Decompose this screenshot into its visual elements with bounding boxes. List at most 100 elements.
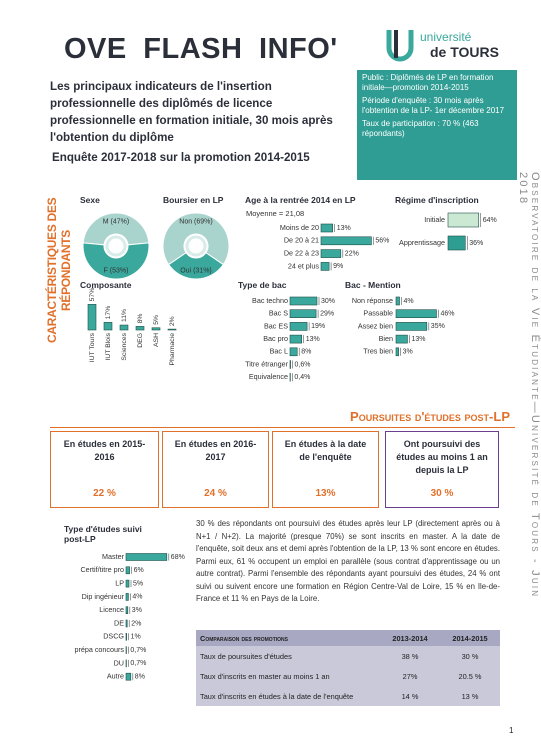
side-text: Observatoire de la Vie Étudiante—Univers… [517, 172, 541, 599]
donut-slice [168, 252, 224, 280]
category-label: Initiale [424, 215, 445, 224]
comparison-table: Comparaison des promotions 2013-2014 2014-… [196, 630, 500, 706]
data-label: 0,7% [130, 647, 146, 654]
bar [395, 334, 408, 344]
data-label: 56% [375, 238, 389, 245]
donut-slice [82, 242, 150, 280]
stat-value: 30 % [430, 488, 454, 499]
info-line: Public : Diplômés de LP en formation ini… [362, 73, 494, 92]
category-label: Titre étranger [245, 359, 288, 368]
data-label: 11% [121, 309, 128, 322]
bar [320, 236, 372, 246]
cell: Taux de poursuites d'études [196, 646, 380, 666]
category-label: Bac techno [252, 296, 288, 305]
category-label: DSCG [103, 632, 124, 641]
bar [125, 632, 127, 641]
bar [447, 212, 480, 228]
stat-label: Ont poursuivi des études au moins 1 an d… [396, 439, 488, 475]
category-label: Dip ingénieur [82, 592, 125, 601]
category-label: Sciences [121, 332, 128, 360]
category-label: Apprentissage [399, 238, 445, 247]
logo-text: université [420, 30, 472, 44]
data-label: 36% [469, 240, 483, 247]
survey: Enquête 2017-2018 sur la promotion 2014-… [52, 151, 310, 164]
data-label: 1% [131, 634, 141, 641]
bar [289, 322, 308, 331]
data-label: Non (69%) [179, 218, 212, 225]
data-label: 64% [483, 217, 497, 224]
logo-mark [386, 30, 414, 62]
category-label: Bac L [270, 347, 288, 356]
cell: 2013-2014 [380, 630, 440, 646]
bar [151, 327, 161, 331]
data-label: 68% [171, 554, 185, 561]
data-label: 3% [403, 349, 413, 356]
bar [447, 235, 466, 251]
category-label: 24 et plus [288, 261, 320, 270]
category-label: Assez bien [358, 321, 393, 330]
page-number: 1 [509, 726, 514, 735]
data-label: 30% [321, 298, 335, 305]
donut-ring [105, 235, 127, 257]
data-label: 0,7% [130, 660, 146, 667]
data-label: 5% [133, 580, 143, 587]
data-label: 8% [301, 349, 311, 356]
bar [289, 334, 302, 344]
table-row: Taux d'inscrits en études à la date de l… [196, 686, 500, 706]
data-label: 6% [134, 567, 144, 574]
bar [320, 262, 330, 271]
logo-text: de TOURS [430, 44, 499, 60]
bar [395, 309, 437, 319]
category-label: DU [114, 658, 124, 667]
data-label: 13% [411, 336, 425, 343]
annotation: Moyenne = 21,08 [246, 209, 304, 218]
section-title: CARACTÉRISTIQUES DES RÉPONDANTS [45, 197, 73, 343]
table-row: Taux d'inscrits en master au moins 1 an 2… [196, 666, 500, 686]
donut-ring [185, 235, 207, 257]
category-label: DE [114, 618, 124, 627]
stat-box: Ont poursuivi des études au moins 1 an d… [385, 431, 499, 508]
chart-title: Boursier en LP [163, 195, 224, 205]
info-box: Public : Diplômés de LP en formation ini… [357, 70, 517, 180]
data-label: Oui (31%) [180, 267, 212, 274]
bar [320, 249, 342, 258]
category-label: DEG [137, 333, 144, 348]
data-label: 8% [137, 314, 144, 324]
bar [125, 579, 130, 588]
chart-title: Type de bac [238, 280, 287, 290]
data-label: 0,4% [294, 374, 310, 381]
category-label: Non réponse [352, 296, 393, 305]
stat-label: En études en 2015-2016 [63, 439, 146, 462]
bar [289, 360, 291, 369]
stat-box: En études à la date de l'enquête 13% [272, 431, 379, 508]
data-label: M (47%) [103, 218, 129, 225]
data-label: 4% [132, 594, 142, 601]
category-label: Licence [99, 605, 124, 614]
bar [125, 566, 130, 575]
bar [289, 296, 318, 306]
bar [167, 328, 177, 331]
stat-value: 13% [315, 488, 336, 499]
category-label: IUT Tours [89, 332, 96, 362]
category-label: ASH [153, 333, 160, 347]
stat-label: En études en 2016-2017 [174, 439, 257, 462]
paragraph: 30 % des répondants ont poursuivi des ét… [196, 519, 500, 603]
cell: 20.5 % [440, 666, 500, 686]
chart-title: Age à la rentrée 2014 en LP [245, 195, 356, 205]
bar [103, 322, 113, 331]
data-label: 13% [337, 225, 351, 232]
data-label: 2% [131, 620, 141, 627]
table-header: Comparaison des promotions 2013-2014 2014-… [196, 630, 500, 646]
cell: Comparaison des promotions [196, 630, 380, 646]
category-label: De 20 à 21 [284, 236, 319, 245]
category-label: IUT Blois [105, 332, 112, 360]
bar [125, 619, 128, 628]
category-label: Moins de 20 [280, 223, 319, 232]
bar [125, 672, 132, 681]
category-label: Equivalence [249, 372, 288, 381]
category-label: Tres bien [363, 347, 393, 356]
donut-slice [82, 212, 150, 246]
data-label: 5% [153, 315, 160, 325]
data-label: 0,6% [295, 361, 311, 368]
